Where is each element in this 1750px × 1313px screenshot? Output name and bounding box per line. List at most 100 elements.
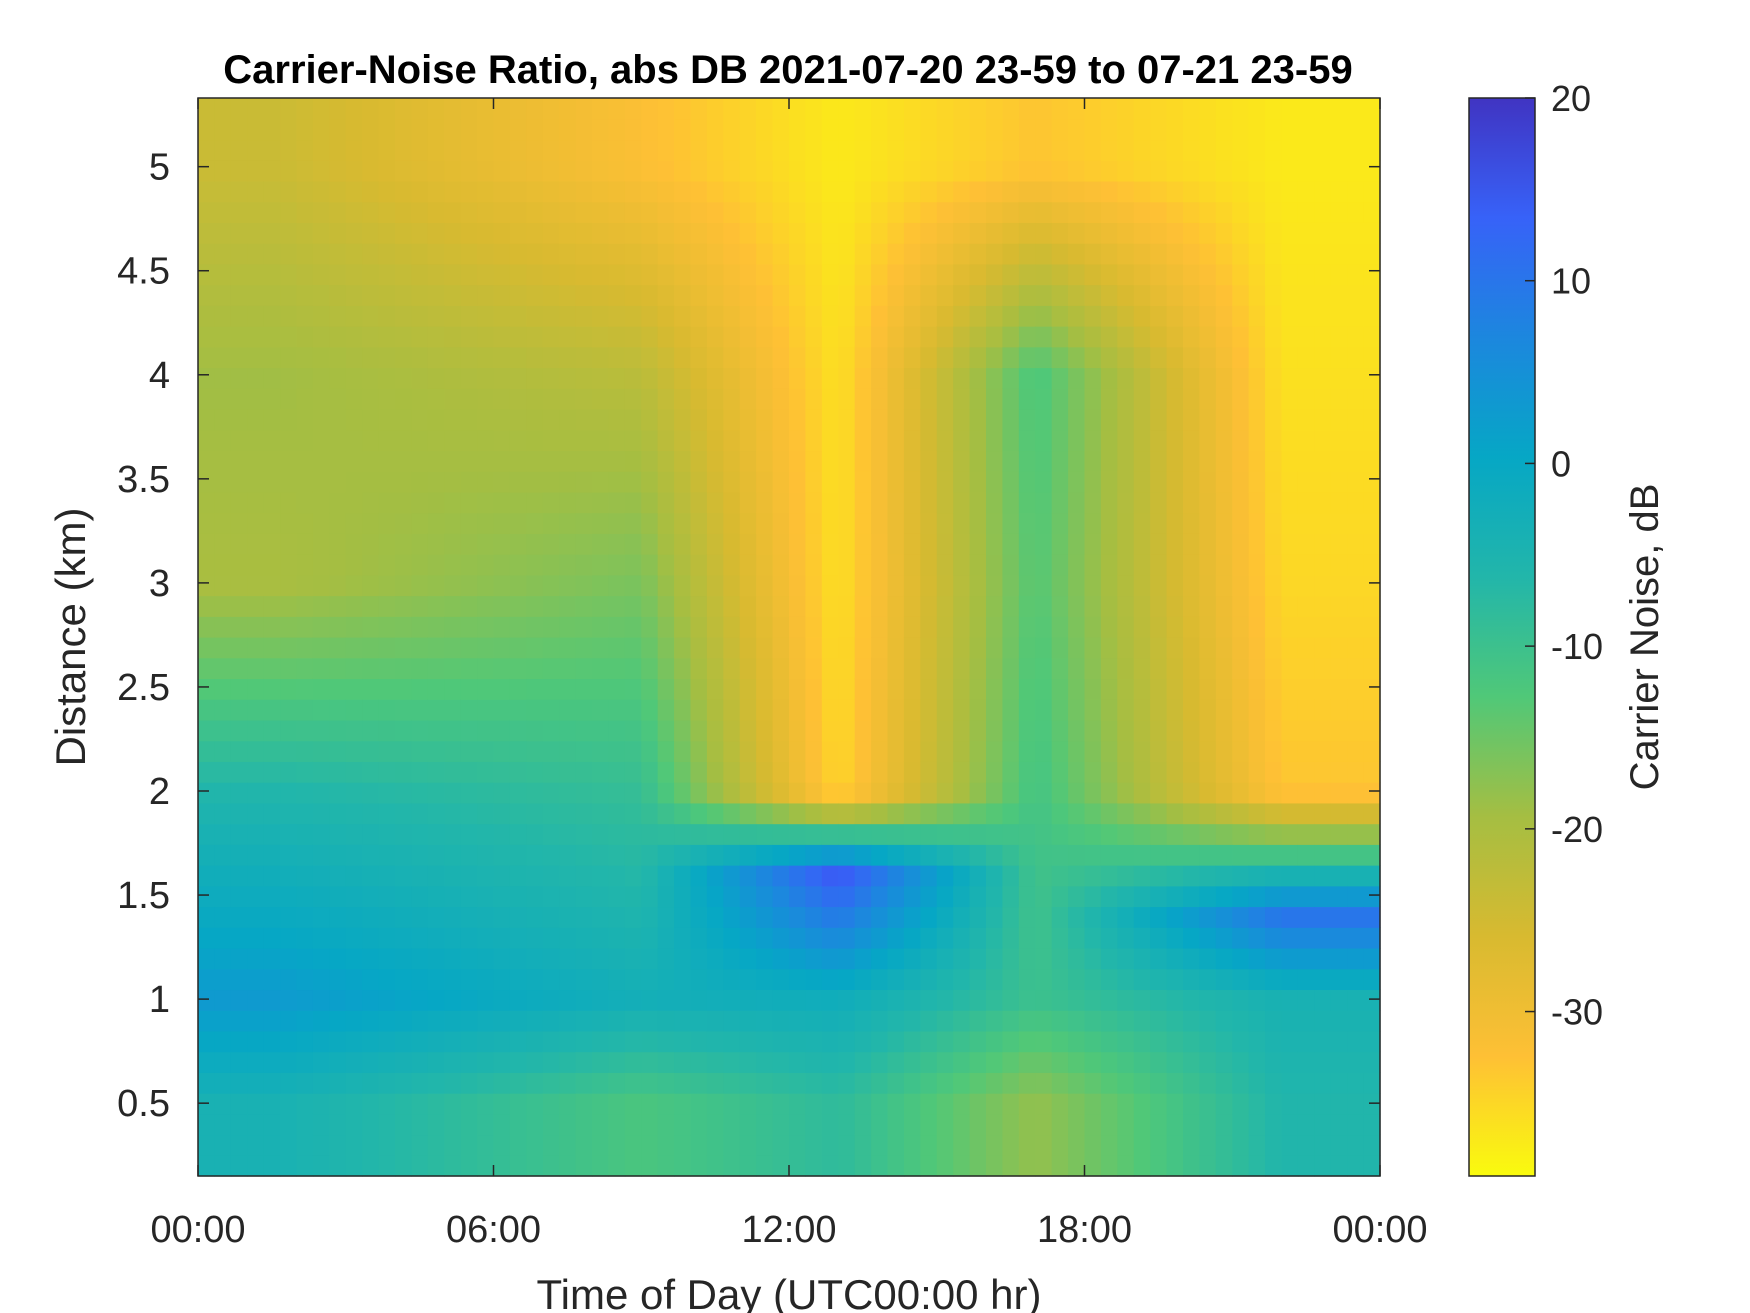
heatmap-cell [657, 865, 675, 887]
heatmap-cell [1084, 305, 1102, 327]
heatmap-cell [378, 471, 396, 493]
heatmap-cell [1330, 429, 1348, 452]
heatmap-cell [493, 243, 511, 265]
heatmap-cell [838, 699, 856, 721]
heatmap-cell [969, 491, 987, 514]
heatmap-cell [1330, 885, 1348, 908]
heatmap-cell [1002, 388, 1020, 410]
heatmap-cell [559, 346, 577, 369]
heatmap-cell [542, 284, 560, 306]
heatmap-cell [641, 201, 659, 223]
heatmap-cell [1002, 699, 1020, 721]
heatmap-cell [1248, 637, 1266, 659]
heatmap-cell [986, 139, 1004, 161]
heatmap-cell [592, 989, 610, 1011]
heatmap-cell [871, 1010, 889, 1032]
heatmap-cell [723, 968, 741, 991]
heatmap-cell [1363, 968, 1381, 991]
heatmap-cell [1183, 761, 1201, 783]
heatmap-cell [1084, 243, 1102, 265]
heatmap-cell [460, 160, 478, 182]
heatmap-cell [624, 512, 642, 534]
heatmap-cell [1133, 491, 1151, 514]
heatmap-cell [1150, 429, 1168, 452]
heatmap-cell [871, 1093, 889, 1115]
heatmap-cell [838, 388, 856, 410]
heatmap-cell [1068, 989, 1086, 1011]
heatmap-cell [345, 1072, 363, 1094]
heatmap-cell [411, 554, 429, 576]
heatmap-cell [198, 367, 216, 389]
heatmap-cell [526, 595, 544, 617]
heatmap-cell [1183, 471, 1201, 493]
heatmap-cell [460, 533, 478, 555]
heatmap-cell [345, 595, 363, 617]
heatmap-cell [411, 699, 429, 721]
heatmap-cell [1166, 284, 1184, 306]
heatmap-cell [920, 243, 938, 265]
heatmap-cell [1051, 491, 1069, 514]
heatmap-cell [1281, 118, 1299, 141]
heatmap-cell [1051, 616, 1069, 638]
heatmap-cell [1265, 408, 1283, 431]
heatmap-cell [1117, 471, 1135, 493]
heatmap-cell [493, 284, 511, 306]
heatmap-cell [657, 802, 675, 825]
heatmap-cell [444, 118, 462, 141]
heatmap-cell [805, 719, 823, 742]
heatmap-cell [986, 1072, 1004, 1094]
heatmap-cell [1018, 616, 1036, 638]
heatmap-cell [444, 512, 462, 534]
heatmap-cell [296, 284, 314, 306]
heatmap-cell [312, 616, 330, 638]
heatmap-cell [247, 388, 265, 410]
heatmap-cell [329, 1134, 347, 1156]
heatmap-cell [509, 263, 527, 286]
heatmap-cell [493, 471, 511, 493]
heatmap-cell [230, 243, 248, 265]
heatmap-cell [592, 1093, 610, 1115]
heatmap-cell [854, 740, 872, 762]
heatmap-cell [1133, 989, 1151, 1011]
heatmap-cell [723, 1010, 741, 1032]
heatmap-cell [805, 657, 823, 680]
heatmap-cell [378, 574, 396, 597]
heatmap-cell [1117, 222, 1135, 244]
heatmap-cell [592, 616, 610, 638]
heatmap-cell [575, 243, 593, 265]
heatmap-cell [969, 118, 987, 141]
heatmap-cell [395, 1072, 413, 1094]
heatmap-cell [362, 989, 380, 1011]
heatmap-cell [838, 947, 856, 970]
heatmap-cell [477, 222, 495, 244]
heatmap-cell [1100, 160, 1118, 182]
heatmap-cell [230, 1030, 248, 1053]
heatmap-cell [460, 844, 478, 866]
heatmap-cell [1265, 844, 1283, 866]
heatmap-cell [1183, 782, 1201, 804]
heatmap-cell [526, 865, 544, 887]
heatmap-cell [1330, 512, 1348, 534]
heatmap-cell [1150, 699, 1168, 721]
heatmap-cell [592, 201, 610, 223]
heatmap-cell [1265, 761, 1283, 783]
heatmap-cell [723, 885, 741, 908]
heatmap-cell [1248, 243, 1266, 265]
heatmap-cell [345, 574, 363, 597]
heatmap-cell [1347, 802, 1365, 825]
heatmap-cell [526, 263, 544, 286]
heatmap-cell [756, 326, 774, 348]
heatmap-cell [657, 1072, 675, 1094]
heatmap-cell [296, 968, 314, 991]
heatmap-cell [1281, 408, 1299, 431]
heatmap-cell [871, 429, 889, 452]
heatmap-cell [1035, 574, 1053, 597]
heatmap-cell [657, 201, 675, 223]
heatmap-cell [871, 201, 889, 223]
heatmap-cell [706, 678, 724, 700]
heatmap-cell [805, 512, 823, 534]
heatmap-cell [1100, 1155, 1118, 1177]
heatmap-cell [296, 989, 314, 1011]
heatmap-cell [1232, 1051, 1250, 1073]
heatmap-cell [230, 761, 248, 783]
